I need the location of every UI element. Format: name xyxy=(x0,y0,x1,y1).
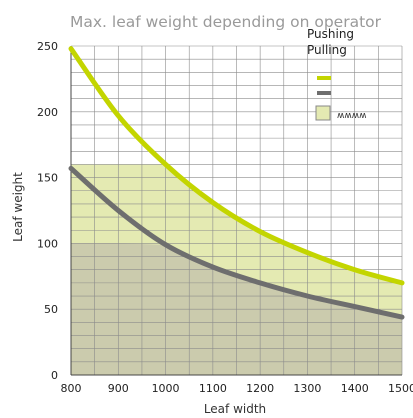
x-tick-label: 800 xyxy=(61,382,82,395)
y-tick-label: 200 xyxy=(37,106,58,119)
x-tick-label: 900 xyxy=(108,382,129,395)
x-tick-labels: 800 900 1000 1100 1200 1300 1400 1500 xyxy=(61,382,413,395)
y-tick-label: 250 xyxy=(37,40,58,53)
legend-label-pulling: Pulling xyxy=(307,43,347,57)
y-tick-labels: 0 50 100 150 200 250 xyxy=(37,40,58,382)
x-tick-label: 1300 xyxy=(293,382,321,395)
legend: Pushing Pulling ʍʍʍʍ xyxy=(307,27,366,121)
x-tick-label: 1400 xyxy=(341,382,369,395)
x-axis-label: Leaf width xyxy=(204,402,266,416)
x-tick-label: 1100 xyxy=(199,382,227,395)
y-tick-label: 100 xyxy=(37,237,58,250)
x-tick-label: 1200 xyxy=(246,382,274,395)
series-line-pulling xyxy=(68,165,405,320)
axes xyxy=(70,46,402,376)
legend-swatch-region xyxy=(315,105,331,121)
spring-icon: ʍʍʍʍ xyxy=(337,111,366,121)
x-tick-label: 1000 xyxy=(152,382,180,395)
chart-title: Max. leaf weight depending on operator xyxy=(70,13,382,31)
legend-label-pushing: Pushing xyxy=(307,27,354,41)
y-tick-label: 50 xyxy=(44,303,58,316)
y-axis-label: Leaf weight xyxy=(11,172,25,242)
series-line-pushing xyxy=(68,46,405,286)
y-tick-label: 0 xyxy=(51,369,58,382)
y-tick-label: 150 xyxy=(37,172,58,185)
data-series xyxy=(68,46,405,320)
x-tick-label: 1500 xyxy=(388,382,413,395)
